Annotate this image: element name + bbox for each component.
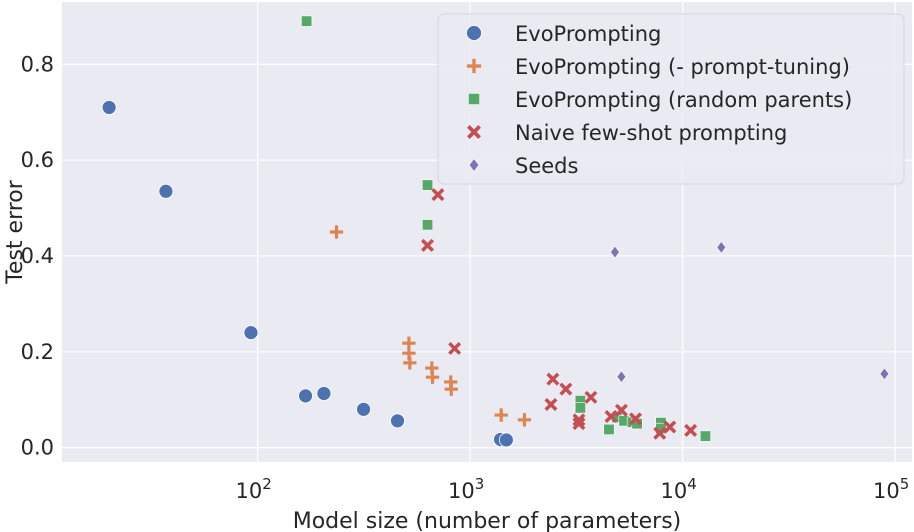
x-tick-label: 102 [236,475,272,503]
data-point [403,356,417,370]
data-point [572,417,586,431]
legend: EvoPrompting EvoPrompting (- prompt-tunin… [437,13,905,185]
y-axis-title: Test error [3,179,28,285]
data-point [402,346,416,360]
data-point [574,402,586,414]
data-point [421,179,434,191]
data-point [243,325,259,341]
data-point [603,423,615,435]
series-x-points [421,188,698,440]
data-point [716,240,727,254]
legend-marker [466,25,482,41]
data-point [614,403,628,417]
series-square-points [301,15,712,442]
data-point [301,15,313,27]
data-point [444,382,458,396]
series-diamond-points [610,240,890,384]
data-point [329,225,344,239]
x-axis-title: Model size (number of parameters) [293,509,682,532]
data-point [572,413,586,427]
data-point [699,430,712,442]
y-tick-label: 0.4 [21,244,54,268]
y-tick-label: 0.2 [21,340,54,364]
series-circle-points [101,100,514,448]
legend-label: EvoPrompting (- prompt-tuning) [515,55,850,79]
data-point [517,413,532,427]
y-tick-label: 0.6 [21,148,54,172]
data-point [663,420,677,434]
data-point [544,398,558,411]
data-point [431,188,445,202]
x-tick-label: 104 [661,475,697,503]
y-tick-label: 0.0 [21,436,54,460]
data-point [604,409,618,423]
legend-box [437,13,905,185]
y-tick-labels: 0.0 0.2 0.4 0.6 0.8 [21,52,54,459]
data-point [421,238,435,252]
data-point [610,245,620,259]
data-point [653,426,667,440]
legend-marker [467,125,481,139]
data-point [425,370,440,384]
legend-label: EvoPrompting [515,22,661,46]
data-point [390,413,405,429]
data-point [616,370,627,384]
x-tick-label: 103 [448,475,484,503]
data-point [356,401,371,417]
data-point [498,432,514,448]
data-point [425,361,439,375]
data-point [684,423,698,437]
legend-label: Naive few-shot prompting [515,121,787,145]
data-point [546,372,560,386]
data-point [158,183,174,199]
legend-marker [468,158,480,172]
legend-marker [468,93,480,105]
data-point [448,341,462,355]
x-tick-label: 105 [873,475,909,503]
data-point [559,382,573,396]
data-point [584,390,598,404]
legend-label: Seeds [515,154,578,178]
series-plus-points [329,225,532,427]
data-point [298,388,313,404]
data-points [101,15,890,448]
data-point [402,336,416,350]
data-point [879,367,890,381]
legend-marker [466,58,482,74]
data-point [494,408,508,422]
y-tick-label: 0.8 [21,52,54,76]
data-point [421,219,434,231]
data-point [101,100,117,115]
data-point [444,375,458,389]
x-tick-labels: 102 103 104 105 [236,475,910,503]
data-point [629,412,643,426]
legend-label: EvoPrompting (random parents) [515,88,852,112]
data-point [316,386,332,401]
